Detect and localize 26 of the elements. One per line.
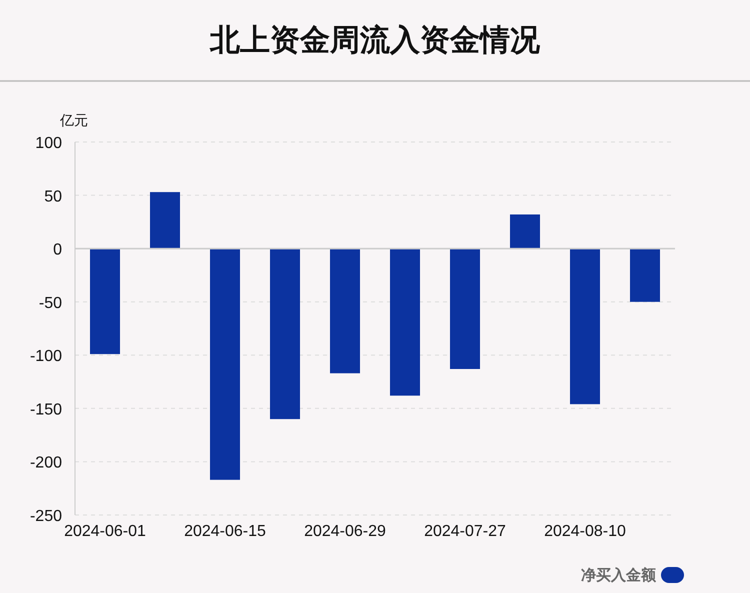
y-tick-label: 100 [35, 135, 62, 152]
chart-title: 北上资金周流入资金情况 [209, 23, 541, 57]
x-tick-label: 2024-06-01 [64, 523, 146, 540]
y-tick-label: 50 [44, 188, 62, 206]
bar [510, 214, 540, 249]
legend-label: 净买入金额 [581, 566, 657, 584]
bar [210, 248, 240, 480]
y-tick-label: 0 [53, 242, 62, 259]
bar [330, 248, 360, 374]
bar [270, 248, 300, 420]
x-tick-label: 2024-07-27 [424, 523, 506, 540]
bar [570, 248, 600, 404]
bar [630, 248, 660, 302]
x-tick-label: 2024-06-15 [184, 523, 266, 540]
y-tick-label: -150 [30, 401, 62, 418]
x-tick-label: 2024-08-10 [544, 523, 626, 540]
y-axis-title: 亿元 [59, 112, 88, 128]
bar [390, 248, 420, 396]
y-tick-label: -200 [30, 454, 62, 472]
x-tick-label: 2024-06-29 [304, 523, 386, 540]
y-tick-label: -100 [30, 348, 62, 366]
bar [150, 192, 180, 249]
y-tick-label: -250 [30, 508, 62, 525]
y-tick-label: -50 [38, 294, 62, 312]
bar [90, 248, 120, 354]
bar [450, 248, 480, 369]
